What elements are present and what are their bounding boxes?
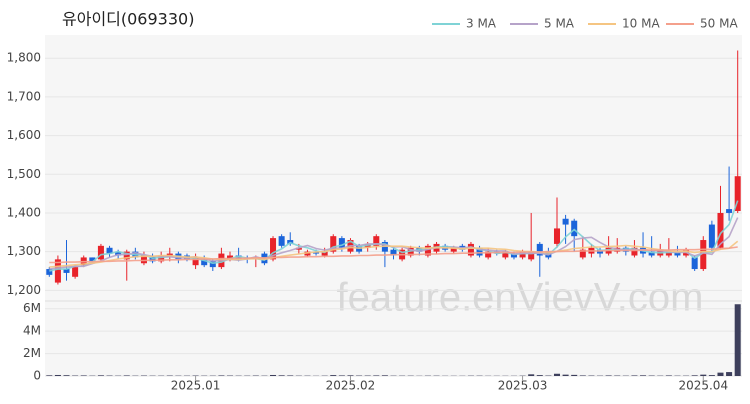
volume-bar bbox=[218, 375, 224, 376]
x-tick-label: 2025.01 bbox=[171, 379, 221, 393]
x-tick-label: 2025.02 bbox=[326, 379, 376, 393]
y-tick-label: 1,300 bbox=[7, 244, 41, 258]
volume-bar bbox=[666, 375, 672, 376]
candle-body bbox=[571, 221, 577, 236]
volume-bar bbox=[709, 375, 715, 376]
volume-bar bbox=[330, 375, 336, 376]
volume-bar bbox=[735, 304, 741, 376]
y-tick-label: 1,400 bbox=[7, 205, 41, 219]
volume-bar bbox=[46, 375, 52, 376]
volume-bar bbox=[55, 375, 61, 376]
legend: 3 MA 5 MA 10 MA 50 MA bbox=[432, 17, 738, 31]
candle-body bbox=[279, 236, 285, 246]
volume-bar bbox=[700, 375, 706, 376]
volume-bar bbox=[270, 375, 276, 376]
y-tick-label: 1,700 bbox=[7, 89, 41, 103]
legend-label: 3 MA bbox=[466, 17, 497, 31]
candle-body bbox=[692, 257, 698, 269]
volume-bar bbox=[554, 374, 560, 376]
y-tick-label: 1,500 bbox=[7, 167, 41, 181]
y-tick-label: 1,600 bbox=[7, 128, 41, 142]
volume-bar bbox=[692, 375, 698, 376]
volume-bar bbox=[287, 375, 293, 376]
y-tick-label: 1,800 bbox=[7, 51, 41, 65]
candle-body bbox=[709, 225, 715, 248]
chart-title: 유아이디(069330) bbox=[62, 10, 194, 29]
volume-bar bbox=[347, 375, 353, 376]
volume-bar bbox=[373, 375, 379, 376]
y-tick-label: 2M bbox=[23, 346, 41, 360]
volume-bar bbox=[81, 375, 87, 376]
volume-bar bbox=[580, 375, 586, 376]
y-tick-label: 0 bbox=[33, 369, 41, 383]
legend-label: 50 MA bbox=[700, 17, 738, 31]
volume-bar bbox=[339, 375, 345, 376]
volume-bar bbox=[571, 375, 577, 376]
volume-bar bbox=[528, 374, 534, 376]
legend-label: 10 MA bbox=[622, 17, 660, 31]
x-tick-label: 2025.04 bbox=[678, 379, 728, 393]
watermark: feature.enVievV.com bbox=[337, 276, 704, 320]
volume-bar bbox=[726, 372, 732, 376]
y-tick-label: 4M bbox=[23, 324, 41, 338]
candle-body bbox=[554, 228, 560, 243]
y-tick-label: 1,200 bbox=[7, 283, 41, 297]
volume-bar bbox=[631, 375, 637, 376]
volume-bar bbox=[537, 375, 543, 376]
volume-bar bbox=[640, 375, 646, 376]
plot-background bbox=[45, 35, 742, 376]
volume-bar bbox=[382, 375, 388, 376]
volume-bar bbox=[717, 373, 723, 376]
candle-body bbox=[72, 267, 78, 277]
candle-body bbox=[726, 209, 732, 213]
candle-body bbox=[563, 219, 569, 225]
volume-bar bbox=[124, 375, 130, 376]
volume-bar bbox=[64, 375, 70, 376]
volume-bar bbox=[98, 375, 104, 376]
legend-label: 5 MA bbox=[544, 17, 575, 31]
volume-bar bbox=[606, 375, 612, 376]
y-tick-label: 6M bbox=[23, 301, 41, 315]
volume-bar bbox=[279, 375, 285, 376]
volume-bar bbox=[563, 375, 569, 376]
x-tick-label: 2025.03 bbox=[498, 379, 548, 393]
